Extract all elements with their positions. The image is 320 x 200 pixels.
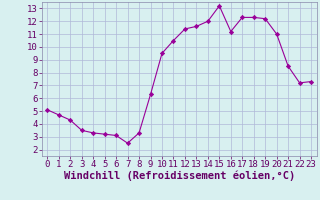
X-axis label: Windchill (Refroidissement éolien,°C): Windchill (Refroidissement éolien,°C) bbox=[64, 171, 295, 181]
